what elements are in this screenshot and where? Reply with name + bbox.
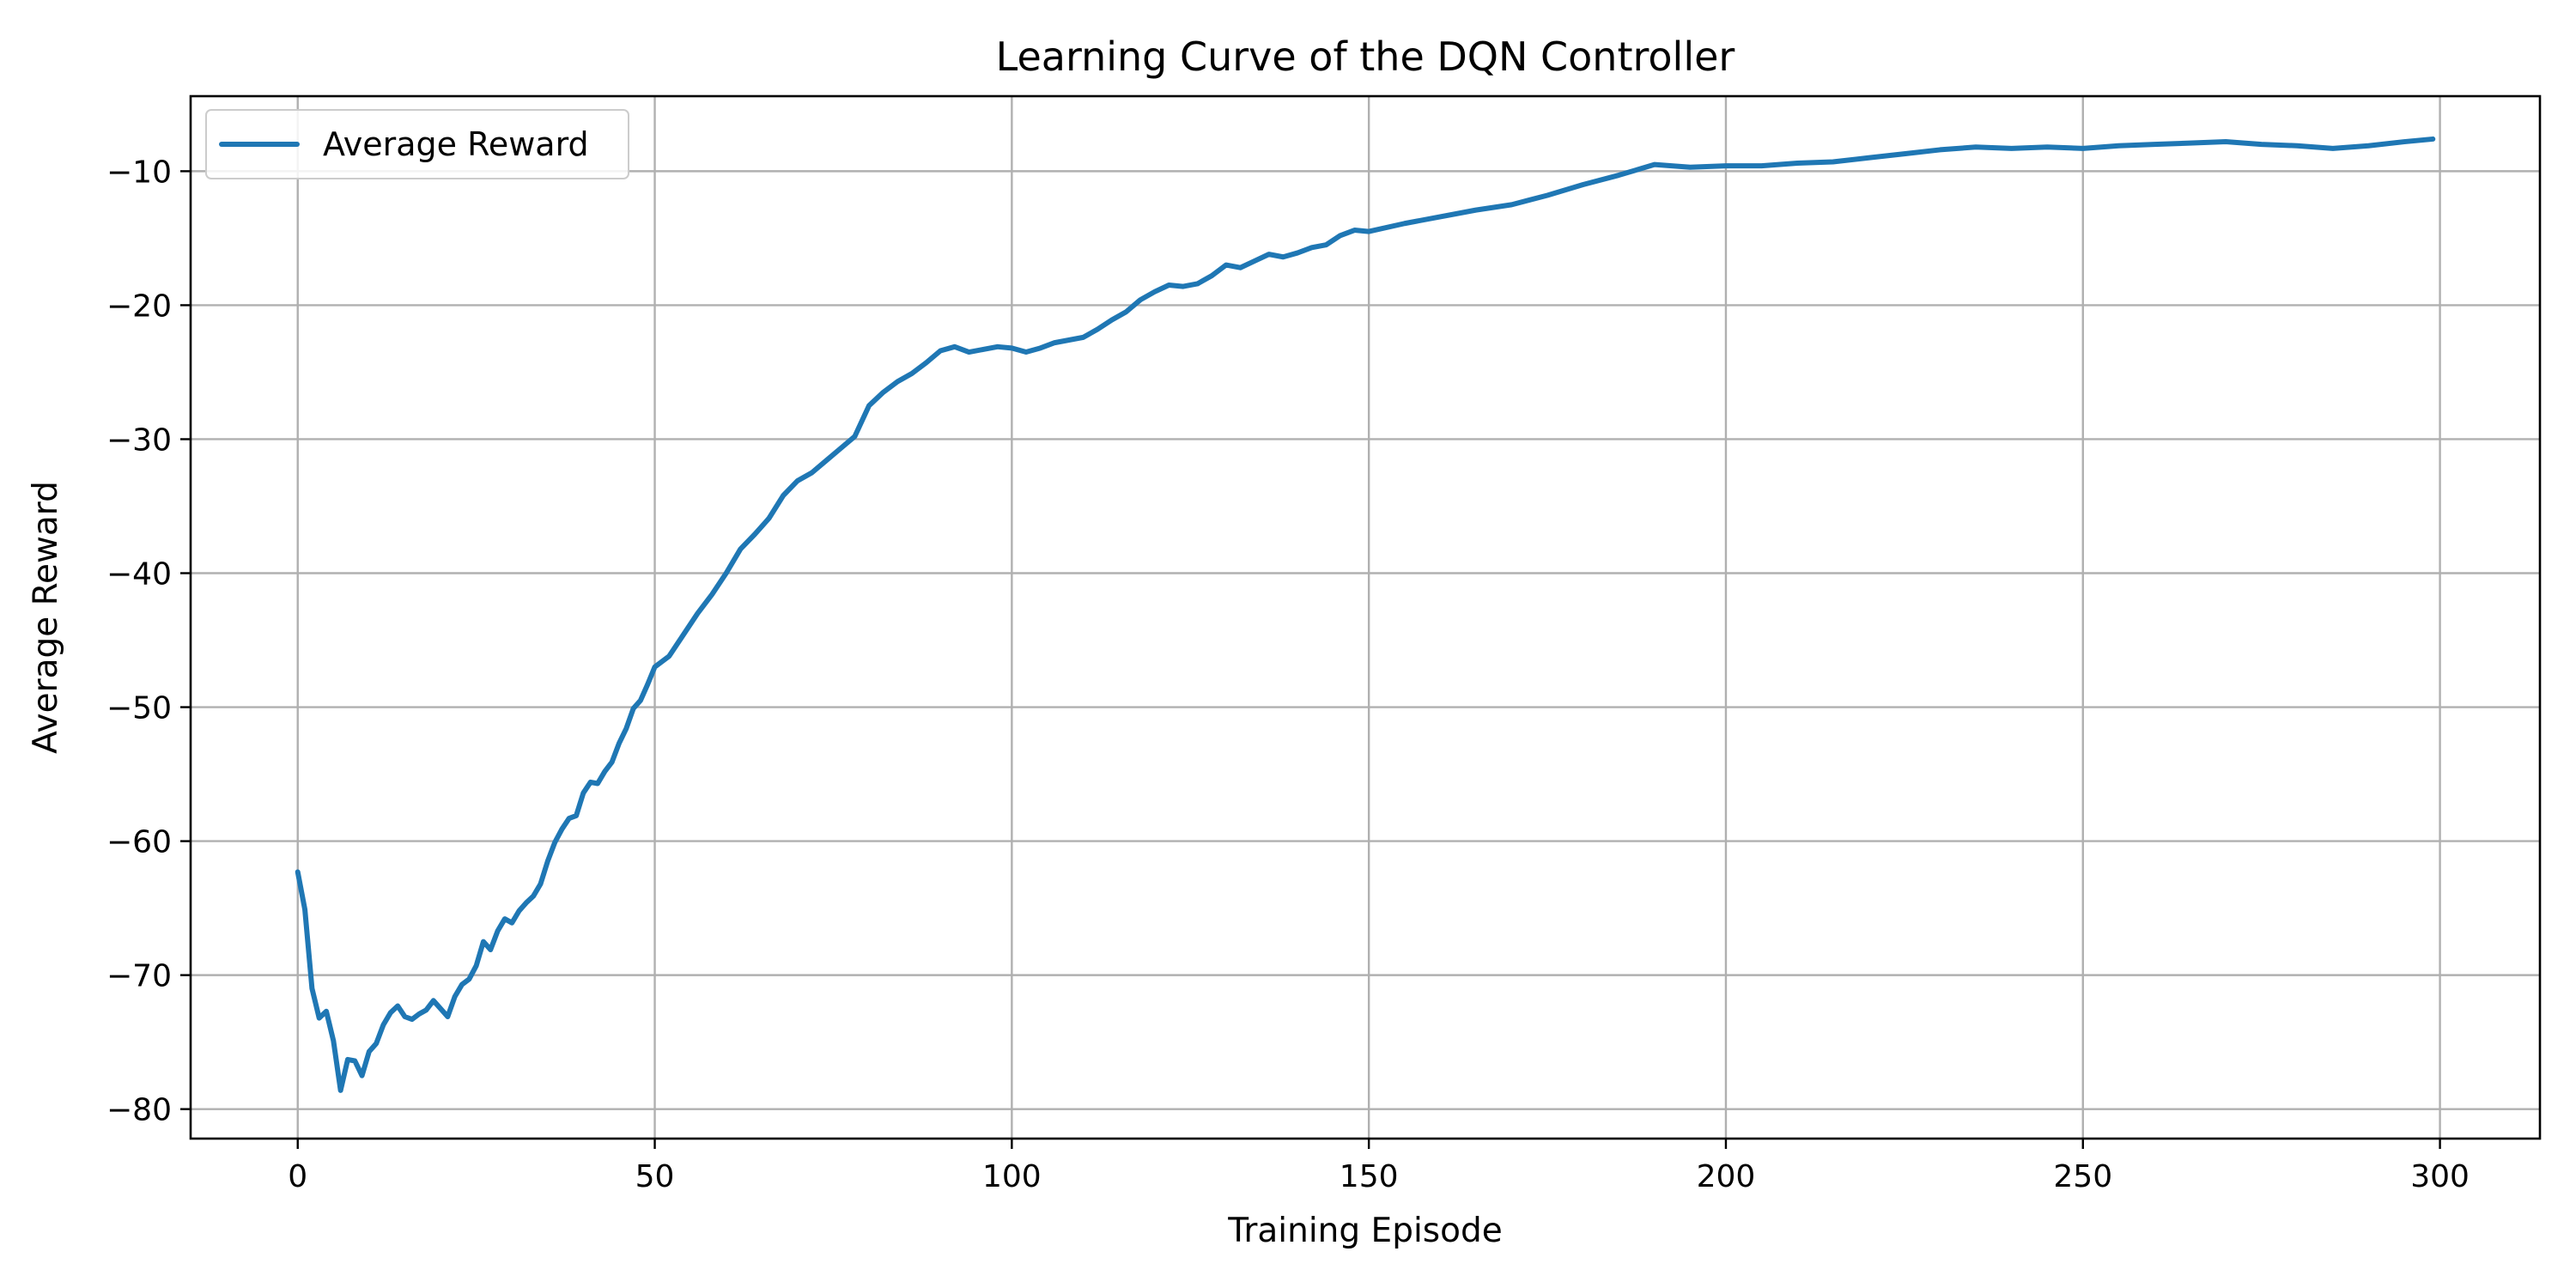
- legend-box: [205, 109, 629, 179]
- x-tick-label: 0: [288, 1159, 307, 1194]
- y-tick-label: −80: [106, 1093, 172, 1128]
- legend: Average Reward: [205, 109, 629, 179]
- x-tick-label: 300: [2410, 1159, 2470, 1194]
- x-tick-label: 250: [2053, 1159, 2112, 1194]
- plot-frame: [189, 94, 2542, 1140]
- x-tick-label: 150: [1340, 1159, 1399, 1194]
- y-tick-label: −70: [106, 959, 172, 994]
- chart-title: Learning Curve of the DQN Controller: [996, 33, 1735, 80]
- x-tick-label: 50: [635, 1159, 675, 1194]
- y-axis-label: Average Reward: [27, 481, 65, 754]
- y-tick-label: −60: [106, 825, 172, 860]
- y-tick-label: −20: [106, 289, 172, 324]
- series-line-average-reward: [295, 136, 2436, 1093]
- y-tick-label: −10: [106, 155, 172, 190]
- series-layer: [295, 136, 2436, 1093]
- grid-layer: [191, 96, 2540, 1139]
- ticks-layer: 0 50 100 150 200 250 300 −80 −70 −60 −50 −40 −30 −20 −…: [106, 155, 2470, 1194]
- x-tick-label: 200: [1697, 1159, 1756, 1194]
- x-tick-label: 100: [982, 1159, 1042, 1194]
- y-tick-label: −40: [106, 557, 172, 592]
- y-tick-label: −30: [106, 422, 172, 458]
- x-axis-label: Training Episode: [1227, 1212, 1502, 1250]
- legend-label: Average Reward: [323, 125, 589, 163]
- y-tick-label: −50: [106, 691, 172, 726]
